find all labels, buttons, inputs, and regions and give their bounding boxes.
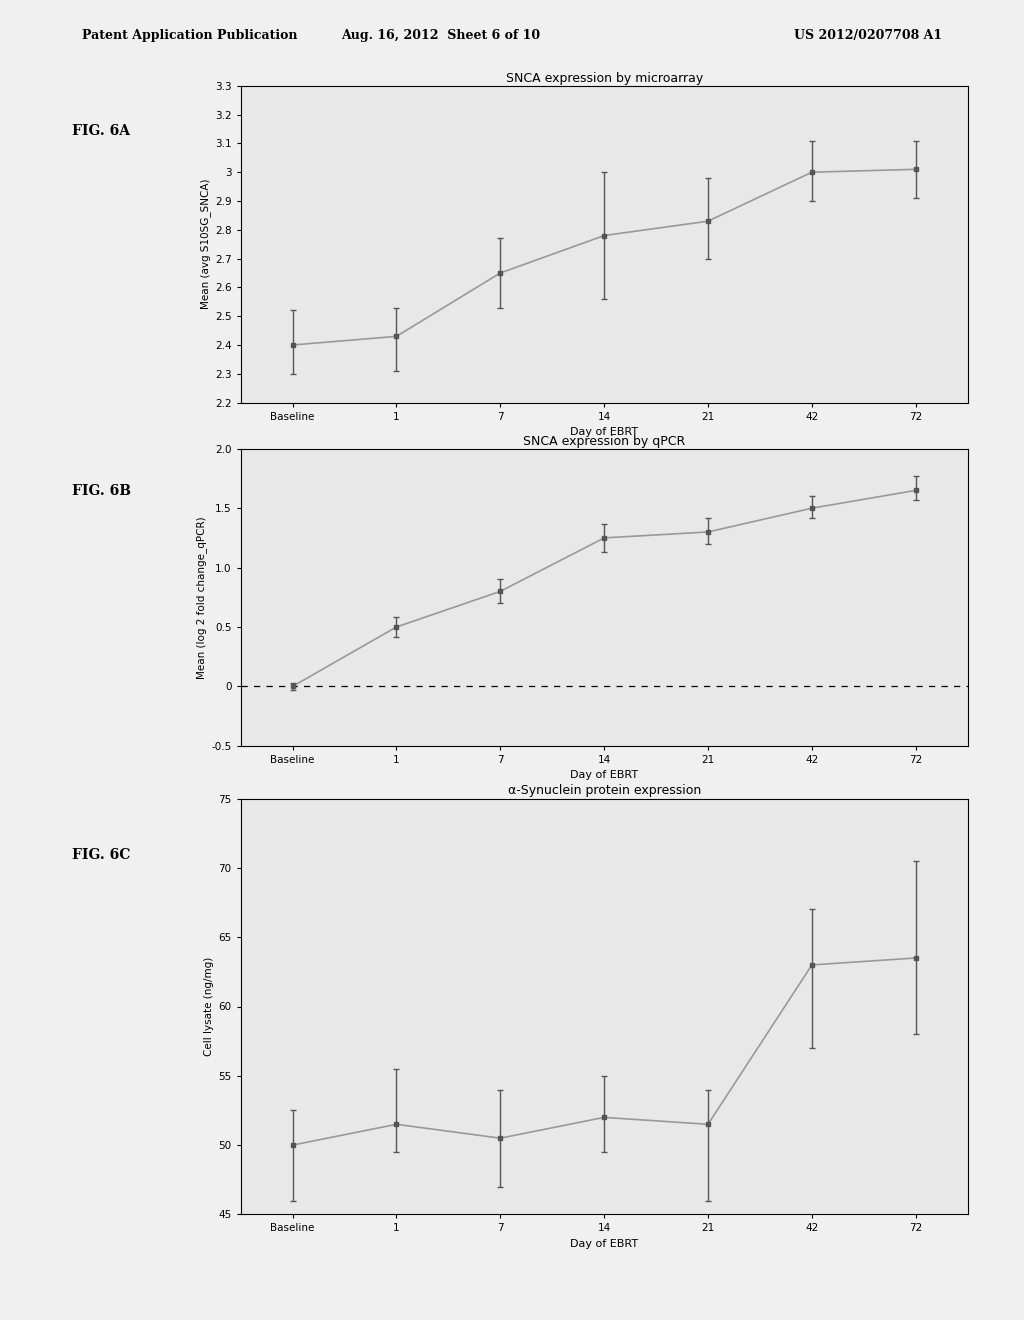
- Text: FIG. 6A: FIG. 6A: [72, 124, 130, 137]
- X-axis label: Day of EBRT: Day of EBRT: [570, 1239, 638, 1249]
- Title: α-Synuclein protein expression: α-Synuclein protein expression: [508, 784, 700, 797]
- X-axis label: Day of EBRT: Day of EBRT: [570, 428, 638, 437]
- Text: US 2012/0207708 A1: US 2012/0207708 A1: [794, 29, 942, 42]
- Title: SNCA expression by microarray: SNCA expression by microarray: [506, 71, 702, 84]
- Title: SNCA expression by qPCR: SNCA expression by qPCR: [523, 434, 685, 447]
- Text: FIG. 6B: FIG. 6B: [72, 484, 131, 499]
- Y-axis label: Mean (log 2 fold change_qPCR): Mean (log 2 fold change_qPCR): [197, 516, 207, 678]
- Text: FIG. 6C: FIG. 6C: [72, 849, 130, 862]
- Y-axis label: Mean (avg S10SG_SNCA): Mean (avg S10SG_SNCA): [200, 180, 211, 309]
- X-axis label: Day of EBRT: Day of EBRT: [570, 771, 638, 780]
- Y-axis label: Cell lysate (ng/mg): Cell lysate (ng/mg): [204, 957, 214, 1056]
- Text: Patent Application Publication: Patent Application Publication: [82, 29, 297, 42]
- Text: Aug. 16, 2012  Sheet 6 of 10: Aug. 16, 2012 Sheet 6 of 10: [341, 29, 540, 42]
